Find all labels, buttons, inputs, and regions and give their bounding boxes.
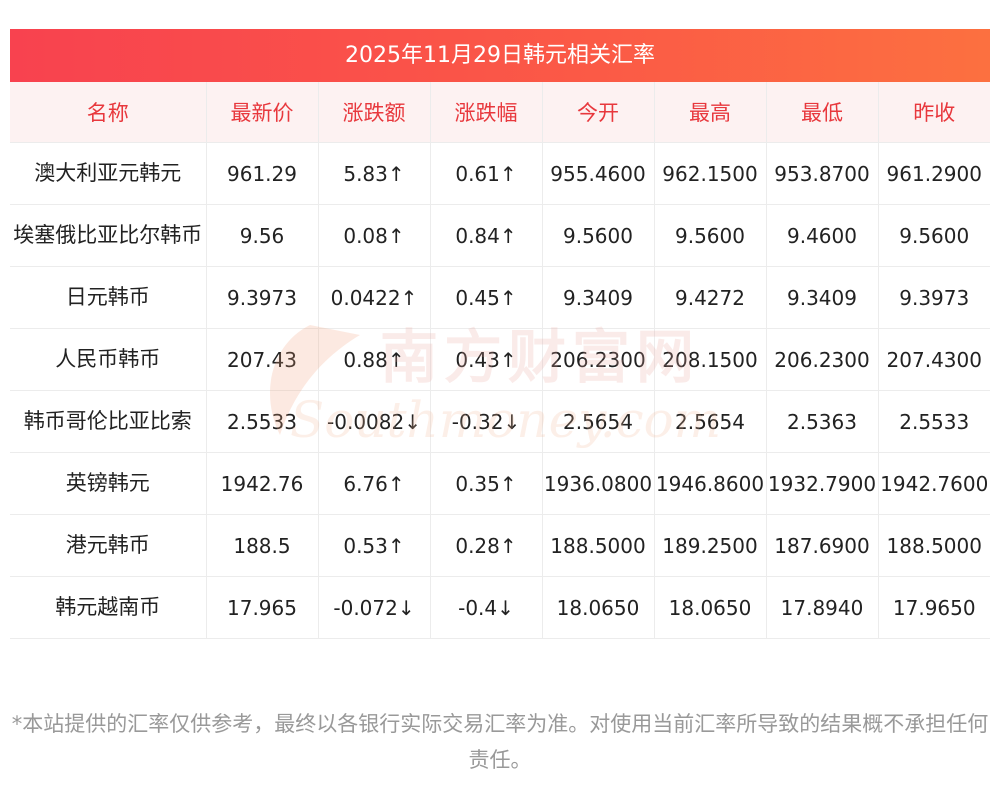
cell-change: 0.0422↑	[318, 266, 431, 329]
col-header-low: 最低	[766, 82, 879, 143]
col-header-name: 名称	[10, 82, 207, 143]
cell-change: 0.53↑	[318, 514, 431, 577]
col-header-open: 今开	[542, 82, 655, 143]
cell-currency-name: 港元韩币	[10, 514, 207, 577]
exchange-rate-table: 名称 最新价 涨跌额 涨跌幅 今开 最高 最低 昨收 澳大利亚元韩元 961.29…	[10, 82, 990, 639]
cell-latest: 9.3973	[206, 266, 319, 329]
col-header-prev: 昨收	[878, 82, 990, 143]
cell-latest: 961.29	[206, 142, 319, 205]
cell-pct: 0.35↑	[430, 452, 543, 515]
cell-latest: 188.5	[206, 514, 319, 577]
header-row: 名称 最新价 涨跌额 涨跌幅 今开 最高 最低 昨收	[10, 82, 990, 143]
cell-pct: 0.84↑	[430, 204, 543, 267]
col-header-pct: 涨跌幅	[430, 82, 543, 143]
cell-change: 6.76↑	[318, 452, 431, 515]
cell-latest: 207.43	[206, 328, 319, 391]
cell-latest: 2.5533	[206, 390, 319, 453]
col-header-high: 最高	[654, 82, 767, 143]
cell-pct: -0.4↓	[430, 576, 543, 639]
cell-low: 9.4600	[766, 204, 879, 267]
table-row: 埃塞俄比亚比尔韩币 9.56 0.08↑ 0.84↑ 9.5600 9.5600 9.460…	[10, 204, 990, 267]
cell-open: 1936.0800	[542, 452, 655, 515]
cell-currency-name: 韩元越南币	[10, 576, 207, 639]
cell-low: 206.2300	[766, 328, 879, 391]
cell-open: 955.4600	[542, 142, 655, 205]
cell-currency-name: 韩币哥伦比亚比索	[10, 390, 207, 453]
table-row: 英镑韩元 1942.76 6.76↑ 0.35↑ 1936.0800 1946.8600 1…	[10, 452, 990, 515]
cell-prev: 961.2900	[878, 142, 990, 205]
cell-pct: 0.45↑	[430, 266, 543, 329]
disclaimer-footnote: *本站提供的汇率仅供参考，最终以各银行实际交易汇率为准。对使用当前汇率所导致的结…	[11, 712, 989, 772]
cell-high: 962.1500	[654, 142, 767, 205]
cell-pct: -0.32↓	[430, 390, 543, 453]
cell-high: 9.4272	[654, 266, 767, 329]
cell-change: -0.0082↓	[318, 390, 431, 453]
cell-low: 187.6900	[766, 514, 879, 577]
cell-pct: 0.28↑	[430, 514, 543, 577]
table-row: 澳大利亚元韩元 961.29 5.83↑ 0.61↑ 955.4600 962.1500 9…	[10, 142, 990, 205]
cell-prev: 17.9650	[878, 576, 990, 639]
table-row: 日元韩币 9.3973 0.0422↑ 0.45↑ 9.3409 9.4272 9.3409…	[10, 266, 990, 329]
cell-pct: 0.43↑	[430, 328, 543, 391]
cell-prev: 9.5600	[878, 204, 990, 267]
cell-open: 206.2300	[542, 328, 655, 391]
cell-prev: 207.4300	[878, 328, 990, 391]
cell-change: 5.83↑	[318, 142, 431, 205]
cell-high: 18.0650	[654, 576, 767, 639]
table-row: 港元韩币 188.5 0.53↑ 0.28↑ 188.5000 189.2500 187.6…	[10, 514, 990, 577]
cell-latest: 17.965	[206, 576, 319, 639]
col-header-latest: 最新价	[206, 82, 319, 143]
cell-currency-name: 日元韩币	[10, 266, 207, 329]
cell-prev: 2.5533	[878, 390, 990, 453]
cell-open: 9.3409	[542, 266, 655, 329]
cell-prev: 1942.7600	[878, 452, 990, 515]
cell-low: 953.8700	[766, 142, 879, 205]
cell-change: 0.08↑	[318, 204, 431, 267]
table-title: 2025年11月29日韩元相关汇率	[10, 29, 990, 82]
cell-low: 9.3409	[766, 266, 879, 329]
cell-high: 2.5654	[654, 390, 767, 453]
cell-latest: 1942.76	[206, 452, 319, 515]
table-row: 人民币韩币 207.43 0.88↑ 0.43↑ 206.2300 208.1500 206…	[10, 328, 990, 391]
cell-currency-name: 英镑韩元	[10, 452, 207, 515]
table-row: 韩币哥伦比亚比索 2.5533 -0.0082↓ -0.32↓ 2.5654 2.5654…	[10, 390, 990, 453]
cell-prev: 9.3973	[878, 266, 990, 329]
cell-high: 1946.8600	[654, 452, 767, 515]
cell-currency-name: 澳大利亚元韩元	[10, 142, 207, 205]
cell-open: 9.5600	[542, 204, 655, 267]
cell-change: 0.88↑	[318, 328, 431, 391]
cell-open: 2.5654	[542, 390, 655, 453]
cell-currency-name: 人民币韩币	[10, 328, 207, 391]
cell-currency-name: 埃塞俄比亚比尔韩币	[10, 204, 207, 267]
cell-prev: 188.5000	[878, 514, 990, 577]
cell-change: -0.072↓	[318, 576, 431, 639]
cell-low: 1932.7900	[766, 452, 879, 515]
cell-pct: 0.61↑	[430, 142, 543, 205]
cell-latest: 9.56	[206, 204, 319, 267]
cell-open: 188.5000	[542, 514, 655, 577]
cell-open: 18.0650	[542, 576, 655, 639]
cell-low: 17.8940	[766, 576, 879, 639]
cell-high: 9.5600	[654, 204, 767, 267]
cell-low: 2.5363	[766, 390, 879, 453]
col-header-change: 涨跌额	[318, 82, 431, 143]
table-row: 韩元越南币 17.965 -0.072↓ -0.4↓ 18.0650 18.0650 17.…	[10, 576, 990, 639]
cell-high: 189.2500	[654, 514, 767, 577]
cell-high: 208.1500	[654, 328, 767, 391]
